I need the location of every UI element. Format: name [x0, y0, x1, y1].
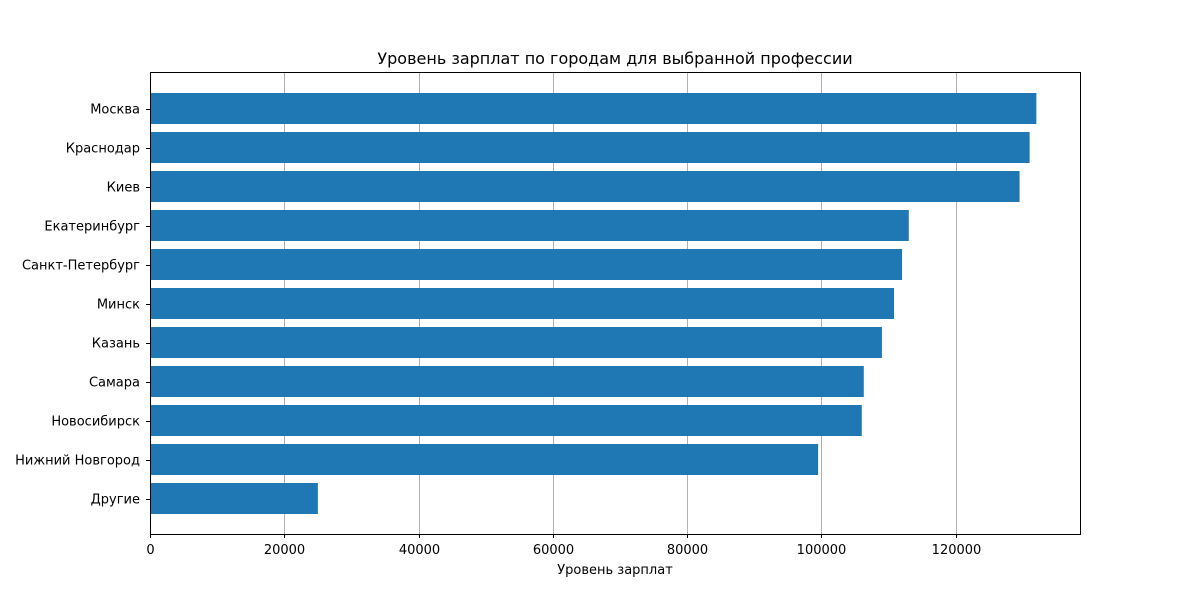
bar-9 — [150, 405, 862, 436]
chart-title: Уровень зарплат по городам для выбранной… — [377, 49, 852, 68]
bar-10 — [150, 444, 819, 475]
x-tick-label: 120000 — [932, 543, 982, 558]
bar-2 — [150, 132, 1030, 163]
y-tick-label: Самара — [89, 376, 140, 391]
y-tick-label: Минск — [97, 298, 140, 313]
bar-4 — [150, 210, 909, 241]
plot-frame — [150, 72, 1081, 535]
x-axis-title: Уровень зарплат — [557, 563, 673, 578]
x-tick-label: 60000 — [533, 543, 574, 558]
bars — [150, 93, 1037, 514]
x-tick-label: 0 — [146, 543, 154, 558]
bar-5 — [150, 249, 903, 280]
bar-6 — [150, 288, 894, 319]
x-tick-label: 40000 — [399, 543, 440, 558]
bar-8 — [150, 366, 864, 397]
bar-11 — [150, 483, 318, 514]
x-axis-ticks: 0 20000 40000 60000 80000 100000 120000 — [146, 534, 981, 558]
y-axis-ticks: Москва Краснодар Киев Екатеринбург Санкт-Пет… — [15, 103, 150, 508]
y-tick-label: Санкт-Петербург — [22, 259, 140, 274]
bar-1 — [150, 93, 1037, 124]
y-tick-label: Казань — [92, 337, 140, 352]
y-tick-label: Киев — [107, 181, 140, 196]
bar-3 — [150, 171, 1020, 202]
y-tick-label: Москва — [90, 103, 140, 118]
y-tick-label: Екатеринбург — [44, 220, 140, 235]
y-tick-label: Краснодар — [66, 142, 140, 157]
y-tick-label: Другие — [91, 493, 140, 508]
x-tick-label: 80000 — [667, 543, 708, 558]
x-tick-label: 20000 — [264, 543, 305, 558]
y-tick-label: Нижний Новгород — [15, 454, 140, 469]
y-tick-label: Новосибирск — [51, 415, 140, 430]
x-tick-label: 100000 — [797, 543, 847, 558]
bar-7 — [150, 327, 882, 358]
